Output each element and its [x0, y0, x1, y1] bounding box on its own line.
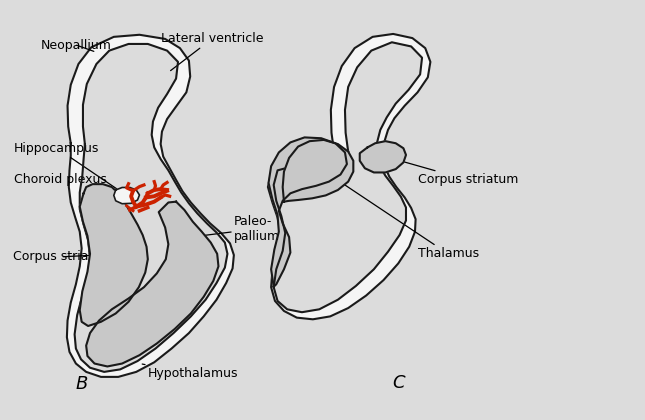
Polygon shape — [114, 187, 139, 204]
Polygon shape — [80, 184, 148, 326]
Polygon shape — [75, 44, 228, 372]
Text: Hippocampus: Hippocampus — [14, 142, 120, 191]
Text: Lateral ventricle: Lateral ventricle — [161, 32, 263, 71]
Text: C: C — [392, 374, 404, 392]
Text: Thalamus: Thalamus — [344, 184, 479, 260]
Text: Choroid plexus: Choroid plexus — [14, 173, 132, 202]
Polygon shape — [67, 35, 234, 377]
Text: Corpus striatum: Corpus striatum — [13, 250, 114, 263]
Text: Neopallium: Neopallium — [41, 39, 112, 52]
Text: B: B — [75, 375, 88, 394]
Text: Hypothalamus: Hypothalamus — [142, 364, 238, 380]
Polygon shape — [360, 141, 406, 173]
Polygon shape — [268, 137, 347, 287]
Polygon shape — [273, 42, 422, 312]
Polygon shape — [283, 140, 353, 202]
Text: Paleo-
pallium: Paleo- pallium — [203, 215, 280, 243]
Text: Corpus striatum: Corpus striatum — [388, 158, 518, 186]
Polygon shape — [268, 34, 430, 319]
Polygon shape — [86, 202, 219, 367]
